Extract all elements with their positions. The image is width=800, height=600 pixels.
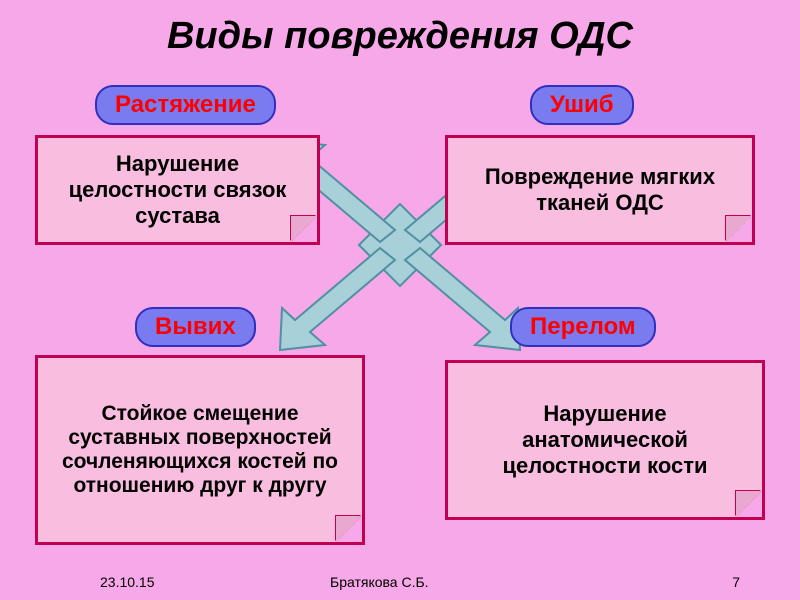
desc-perelom-text: Нарушение анатомической целостности кост… — [458, 401, 752, 479]
label-perelom: Перелом — [510, 307, 656, 347]
desc-ushib-text: Повреждение мягких тканей ОДС — [458, 164, 742, 216]
slide-title: Виды повреждения ОДС — [0, 15, 800, 58]
desc-ushib: Повреждение мягких тканей ОДС — [445, 135, 755, 245]
desc-perelom: Нарушение анатомической целостности кост… — [445, 360, 765, 520]
fold-corner — [337, 517, 365, 545]
label-vyvih: Вывих — [135, 307, 256, 347]
arrow-sw — [270, 240, 410, 360]
footer-author: Братякова С.Б. — [330, 574, 429, 590]
desc-rastyazhenie: Нарушение целостности связок сустава — [35, 135, 320, 245]
desc-rastyazhenie-text: Нарушение целостности связок сустава — [48, 151, 307, 229]
label-ushib: Ушиб — [530, 85, 634, 125]
arrow-se — [390, 240, 530, 360]
fold-corner — [292, 217, 320, 245]
fold-corner — [727, 217, 755, 245]
desc-vyvih-text: Стойкое смещение суставных поверхностей … — [48, 402, 352, 498]
desc-vyvih: Стойкое смещение суставных поверхностей … — [35, 355, 365, 545]
footer-date: 23.10.15 — [100, 574, 155, 590]
fold-corner — [737, 492, 765, 520]
footer-page: 7 — [732, 574, 740, 590]
label-rastyazhenie: Растяжение — [95, 85, 276, 125]
